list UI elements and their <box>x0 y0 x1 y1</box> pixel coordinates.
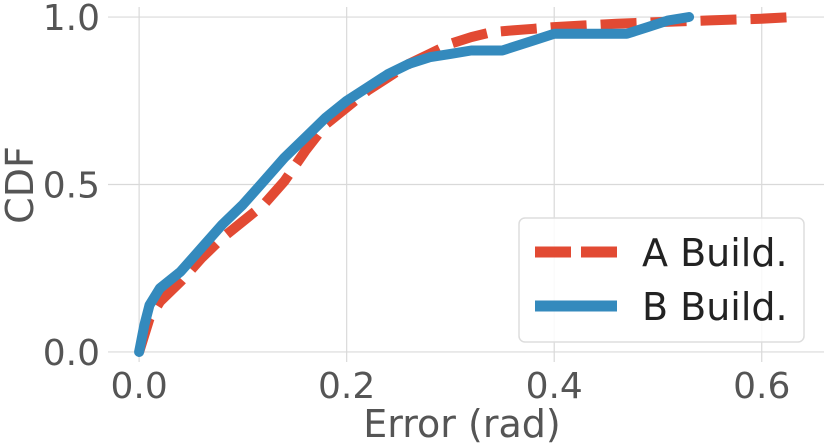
y-axis-label: CDF <box>0 146 42 224</box>
legend-label-b-build: B Build. <box>642 285 788 329</box>
series-lines <box>134 12 794 357</box>
grid <box>108 7 824 362</box>
x-tick-label: 0.6 <box>733 366 790 407</box>
tick-labels: 0.0 0.2 0.4 0.6 0.0 0.5 1.0 <box>43 0 791 407</box>
legend: A Build. B Build. <box>518 217 805 343</box>
series-line-b-build <box>134 12 695 357</box>
x-tick-label: 0.0 <box>110 366 167 407</box>
x-axis-label: Error (rad) <box>363 402 560 446</box>
y-tick-label: 0.5 <box>43 166 100 207</box>
y-tick-label: 0.0 <box>43 333 100 374</box>
x-tick-label: 0.2 <box>318 366 375 407</box>
series-line-a-build <box>134 12 794 354</box>
y-tick-label: 1.0 <box>43 0 100 39</box>
legend-label-a-build: A Build. <box>642 231 788 275</box>
x-tick-label: 0.4 <box>526 366 583 407</box>
